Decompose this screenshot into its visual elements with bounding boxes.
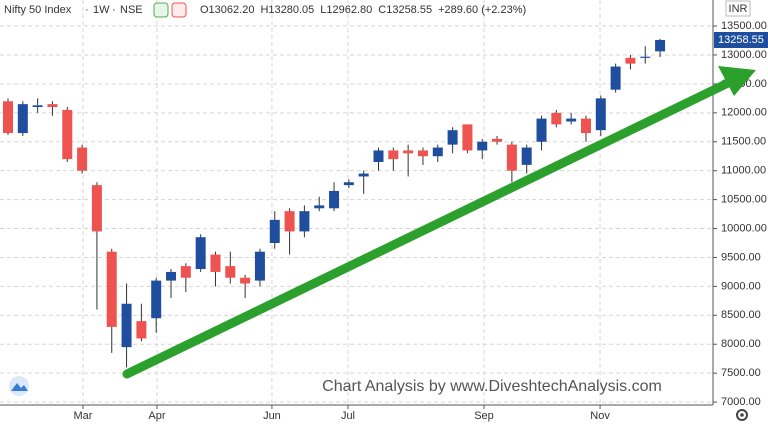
x-tick-label: Nov: [590, 410, 610, 422]
candle-body: [640, 56, 651, 58]
candle-body: [329, 190, 340, 209]
candle-body: [106, 251, 117, 327]
x-tick-label: Apr: [148, 410, 165, 422]
candle-body: [91, 185, 102, 232]
candle-body: [610, 66, 621, 90]
last-price-box: [714, 32, 768, 49]
candle-body: [166, 271, 177, 281]
ohlc-value: L12962.80: [320, 4, 372, 16]
candle-body: [47, 104, 58, 108]
candle-body: [403, 150, 414, 154]
x-axis: Mar Apr Jun Jul Sep Nov: [74, 405, 610, 422]
logo-icon[interactable]: [9, 376, 29, 396]
candle-body: [32, 105, 43, 108]
last-price-label: 13258.55: [718, 34, 764, 46]
candle-body: [625, 57, 636, 64]
y-tick-label: 10500.00: [721, 194, 767, 206]
x-tick-label: Jul: [341, 410, 355, 422]
currency: INR: [729, 3, 748, 15]
candle-body: [521, 147, 532, 165]
logo-shape: [11, 383, 28, 391]
exchange: NSE: [120, 4, 143, 16]
candle-body: [566, 118, 577, 122]
candle-body: [136, 321, 147, 339]
candle-body: [506, 144, 517, 171]
candle-body: [254, 251, 265, 281]
candle-body: [595, 98, 606, 131]
ohlc-value: O13062.20: [200, 4, 254, 16]
y-tick-label: 8000.00: [721, 338, 761, 350]
header: Nifty 50 Index · 1W · NSE O13062.20 H1328…: [4, 2, 526, 18]
candles: [3, 38, 666, 368]
candle-body: [477, 141, 488, 151]
y-tick-label: 7000.00: [721, 396, 761, 408]
candle-body: [17, 104, 28, 134]
candle-body: [536, 118, 547, 142]
candle-body: [373, 150, 384, 162]
candle-body: [462, 124, 473, 151]
candle-body: [432, 147, 443, 157]
candle-body: [121, 303, 132, 348]
candle-body: [77, 147, 88, 171]
trend-arrow: [122, 66, 756, 379]
last-price: 13258.55: [714, 32, 768, 49]
ohlc-value: C13258.55: [378, 4, 432, 16]
candle-body: [210, 254, 221, 272]
candle-body: [225, 266, 236, 278]
gear-ring: [736, 409, 748, 421]
y-tick-label: 13500.00: [721, 20, 767, 32]
candle-body: [284, 211, 295, 232]
candle-body: [492, 138, 503, 142]
currency-box[interactable]: [725, 0, 751, 17]
candle-body: [151, 280, 162, 319]
y-tick-label: 11000.00: [721, 165, 766, 177]
separator: ·: [112, 4, 116, 16]
separator: ·: [85, 4, 89, 16]
y-tick-label: 11500.00: [721, 136, 766, 148]
candle-body: [580, 118, 591, 134]
candle-body: [62, 109, 73, 160]
candle-body: [343, 182, 354, 186]
candle-body: [417, 150, 428, 157]
grid: [0, 0, 713, 405]
arrow-shaft: [122, 78, 733, 379]
candle-body: [447, 130, 458, 145]
candle-body: [388, 150, 399, 160]
y-tick-label: 13000.00: [721, 49, 767, 61]
y-tick-label: 10000.00: [721, 222, 767, 234]
y-tick-label: 12000.00: [721, 107, 767, 119]
interval: 1W: [93, 4, 110, 16]
ohlc-legend: O13062.20 H13280.05 L12962.80 C13258.55 +289…: [200, 4, 526, 16]
y-tick-label: 9500.00: [721, 251, 761, 263]
candle-body: [358, 173, 369, 177]
settings-icon[interactable]: [736, 409, 748, 421]
candle-body: [269, 219, 280, 243]
x-tick-label: Jun: [263, 410, 281, 422]
candle-body: [655, 40, 666, 52]
ohlc-value: +289.60 (+2.23%): [438, 4, 526, 16]
candle-body: [240, 277, 251, 284]
x-tick-label: Sep: [474, 410, 494, 422]
candle-body: [551, 112, 562, 125]
candle-body: [180, 266, 191, 278]
y-tick-label: 7500.00: [721, 367, 761, 379]
ohlc-value: H13280.05: [260, 4, 314, 16]
arrow-head: [718, 66, 756, 96]
symbol: Nifty 50 Index: [4, 4, 72, 16]
watermark: Chart Analysis by www.DiveshtechAnalysis…: [322, 378, 662, 395]
x-tick-label: Mar: [74, 410, 93, 422]
candle-body: [299, 211, 310, 232]
y-tick-label: 8500.00: [721, 309, 761, 321]
y-tick-label: 9000.00: [721, 280, 761, 292]
compare-icon[interactable]: [153, 2, 169, 18]
gear-hub: [740, 413, 744, 417]
indicator-icon[interactable]: [171, 2, 187, 18]
candle-body: [3, 101, 13, 134]
candle-body: [195, 237, 206, 270]
candle-body: [314, 205, 325, 209]
